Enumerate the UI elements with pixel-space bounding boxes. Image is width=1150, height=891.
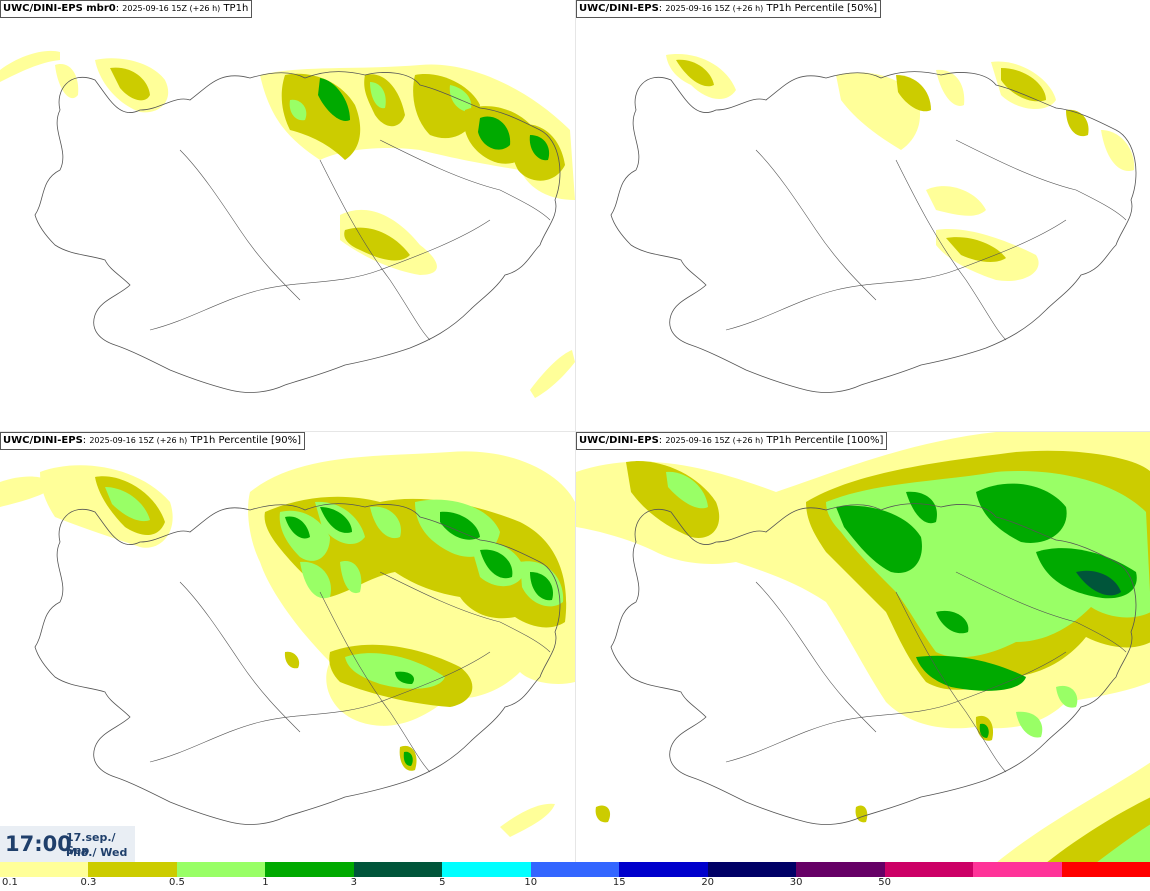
legend-label: 1 (262, 877, 269, 888)
run-time: 2025-09-16 15Z (+26 h) (122, 4, 221, 13)
panel-divider-horizontal (0, 431, 1150, 432)
legend-swatch (442, 862, 531, 877)
valid-date: 17.sep./ Sep (66, 831, 116, 857)
panel-title: UWC/DINI-EPS: 2025-09-16 15Z (+26 h) TP1… (0, 432, 306, 450)
run-time: 2025-09-16 15Z (+26 h) (89, 436, 188, 445)
legend-swatch (707, 862, 797, 877)
map-panel-mbr0: UWC/DINI-EPS mbr0: 2025-09-16 15Z (+26 h… (0, 0, 575, 431)
valid-time-box: 17:00 17.sep./ Sep Mið./ Wed (0, 826, 135, 862)
legend-label: 50 (878, 877, 891, 888)
precip-shading (0, 50, 575, 398)
title-separator: : (115, 3, 123, 14)
valid-time: 17:00 (5, 832, 72, 856)
legend-swatch (265, 862, 354, 877)
model-name: UWC/DINI-EPS mbr0 (3, 3, 116, 14)
precip-map-p50 (610, 54, 1137, 393)
valid-weekday: Mið./ Wed (66, 846, 128, 859)
legend-label: 0.5 (168, 877, 185, 888)
legend-swatch (1061, 862, 1150, 877)
title-separator: : (658, 3, 666, 14)
coastline-roads (34, 503, 561, 825)
legend-label: 20 (701, 877, 715, 888)
legend-swatch (973, 862, 1062, 877)
precip-shading (666, 54, 1135, 281)
model-name: UWC/DINI-EPS (3, 435, 83, 446)
field-name: TP1h (223, 3, 249, 14)
legend-label: 10 (524, 877, 538, 888)
legend-label: 0.3 (80, 877, 97, 888)
field-name: TP1h Percentile [100%] (766, 435, 884, 446)
map-panel-p50: UWC/DINI-EPS: 2025-09-16 15Z (+26 h) TP1… (576, 0, 1150, 431)
legend-label: 0.1 (2, 877, 18, 888)
legend-swatch (353, 862, 443, 877)
precip-map-p100 (576, 432, 1150, 863)
legend-swatch (619, 862, 708, 877)
model-name: UWC/DINI-EPS (579, 3, 659, 14)
title-separator: : (658, 435, 666, 446)
legend-swatch (88, 862, 177, 877)
coastline-roads (34, 71, 561, 393)
coastline-roads (610, 503, 1137, 825)
panel-title: UWC/DINI-EPS: 2025-09-16 15Z (+26 h) TP1… (576, 432, 888, 450)
panel-title: UWC/DINI-EPS: 2025-09-16 15Z (+26 h) TP1… (576, 0, 882, 18)
legend-swatch (530, 862, 620, 877)
run-time: 2025-09-16 15Z (+26 h) (665, 436, 764, 445)
panel-title: UWC/DINI-EPS mbr0: 2025-09-16 15Z (+26 h… (0, 0, 253, 18)
run-time: 2025-09-16 15Z (+26 h) (665, 4, 764, 13)
color-legend: 0.1 0.3 0.5 1 3 5 10 15 20 30 50 (0, 862, 1150, 891)
legend-swatch (884, 862, 974, 877)
precip-shading (0, 451, 575, 837)
coastline-roads (610, 71, 1137, 393)
legend-label: 3 (350, 877, 358, 888)
model-name: UWC/DINI-EPS (579, 435, 659, 446)
legend-color-bar (0, 862, 1150, 877)
legend-label: 5 (439, 877, 446, 888)
precip-map-p90 (0, 451, 575, 837)
legend-label: 30 (789, 877, 803, 888)
map-panel-p100: UWC/DINI-EPS: 2025-09-16 15Z (+26 h) TP1… (576, 432, 1150, 863)
precip-shading (576, 432, 1150, 863)
legend-swatch (0, 862, 89, 877)
precip-map-mbr0 (0, 50, 575, 398)
title-separator: : (82, 435, 90, 446)
field-name: TP1h Percentile [50%] (766, 3, 878, 14)
map-panel-p90: UWC/DINI-EPS: 2025-09-16 15Z (+26 h) TP1… (0, 432, 575, 863)
legend-swatch (176, 862, 266, 877)
legend-swatch (796, 862, 885, 877)
field-name: TP1h Percentile [90%] (190, 435, 302, 446)
legend-label: 15 (612, 877, 626, 888)
